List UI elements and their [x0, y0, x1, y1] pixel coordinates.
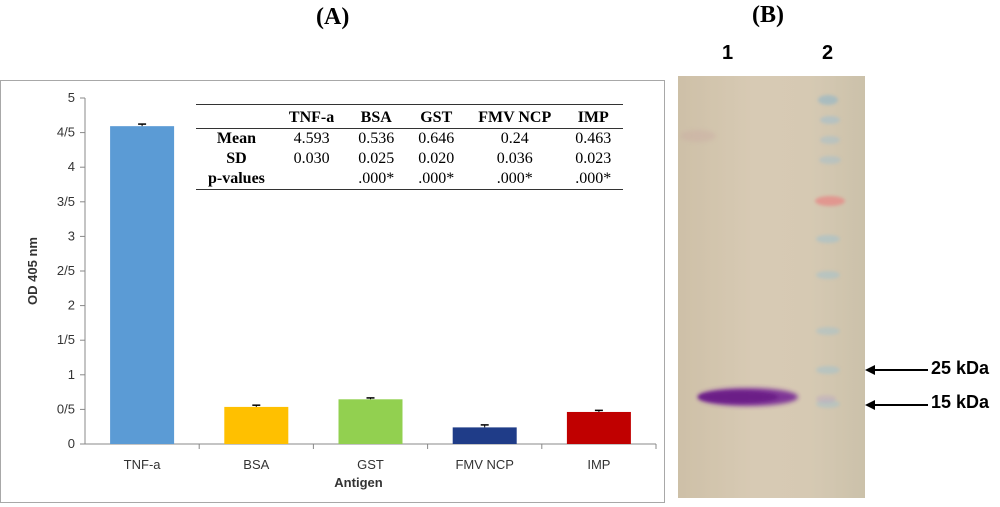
y-tick-label: 0 — [68, 436, 75, 451]
bar — [452, 427, 517, 444]
marker-15kda-label: 15 kDa — [931, 392, 990, 412]
stats-cell — [276, 169, 347, 190]
stats-cell: .000* — [406, 169, 467, 190]
marker-arrows — [865, 365, 928, 410]
lane-2-label: 2 — [822, 42, 834, 64]
bar — [224, 406, 289, 444]
stats-cell: 0.020 — [418, 150, 455, 167]
x-axis-title: Antigen — [334, 475, 382, 490]
stats-header-cell: FMV NCP — [466, 104, 564, 129]
bar — [566, 411, 631, 444]
stats-cell: 0.036 — [496, 150, 533, 167]
stats-cell: 0.023 — [575, 150, 612, 167]
stats-cell: 0.536 — [358, 130, 395, 147]
stats-row-label: p-values — [196, 169, 277, 190]
stats-cell: 0.24 — [500, 130, 529, 147]
y-tick-label: 4/5 — [57, 125, 75, 140]
y-tick-label: 3 — [68, 228, 75, 243]
stats-row-label: Mean — [216, 130, 256, 147]
x-tick-label: FMV NCP — [455, 457, 514, 472]
stats-row-mean: Mean 4.593 0.536 0.646 0.24 0.463 — [196, 129, 623, 150]
stats-cell: .000* — [563, 169, 624, 190]
stats-header-cell: GST — [406, 104, 467, 129]
y-axis-title: OD 405 nm — [25, 237, 40, 305]
stats-cell: 0.030 — [293, 150, 330, 167]
y-tick-label: 1/5 — [57, 332, 75, 347]
arrow-15kda-icon — [865, 400, 928, 410]
panel-a-label: (A) — [316, 4, 350, 30]
stats-row-label: SD — [226, 150, 247, 167]
stats-header-cell: IMP — [563, 104, 624, 129]
stats-cell: 0.025 — [358, 150, 395, 167]
stats-cell: 4.593 — [293, 130, 330, 147]
stats-cell: .000* — [466, 169, 564, 190]
y-tick-label: 3/5 — [57, 194, 75, 209]
y-tick-label: 4 — [68, 159, 75, 174]
x-tick-label: TNF-a — [124, 457, 162, 472]
stats-header-row: TNF-a BSA GST FMV NCP IMP — [196, 104, 624, 129]
stats-row-pvalues: p-values .000* .000* .000* .000* — [196, 169, 624, 190]
y-tick-label: 2 — [68, 298, 75, 313]
western-blot-graphic — [678, 76, 865, 498]
marker-25kda-label: 25 kDa — [931, 358, 990, 378]
stats-header-cell: TNF-a — [276, 104, 347, 129]
stats-table: TNF-a BSA GST FMV NCP IMP Mean 4.593 0.5… — [196, 104, 624, 190]
bar-chart-frame: 0 0/5 1 1/5 2 2/5 3 3/5 4 4/5 5 OD 405 nm TNF-a BSA GS… — [0, 80, 665, 503]
x-tick-label: GST — [357, 457, 384, 472]
stats-header-cell: BSA — [346, 104, 407, 129]
lane-1-label: 1 — [722, 42, 734, 64]
stats-cell: 0.463 — [575, 130, 612, 147]
arrow-25kda-icon — [865, 365, 928, 375]
bar — [338, 399, 403, 444]
stats-cell: 0.646 — [418, 130, 455, 147]
x-tick-label: BSA — [243, 457, 269, 472]
bar — [110, 126, 175, 444]
y-tick-label: 2/5 — [57, 263, 75, 278]
panel-b-label: (B) — [752, 2, 784, 28]
y-tick-label: 1 — [68, 367, 75, 382]
western-blot-image — [678, 76, 865, 498]
stats-header-cell — [196, 104, 277, 129]
x-tick-label: IMP — [587, 457, 610, 472]
stats-row-sd: SD 0.030 0.025 0.020 0.036 0.023 — [196, 149, 623, 169]
y-tick-label: 5 — [68, 90, 75, 105]
y-tick-label: 0/5 — [57, 401, 75, 416]
stats-cell: .000* — [346, 169, 407, 190]
